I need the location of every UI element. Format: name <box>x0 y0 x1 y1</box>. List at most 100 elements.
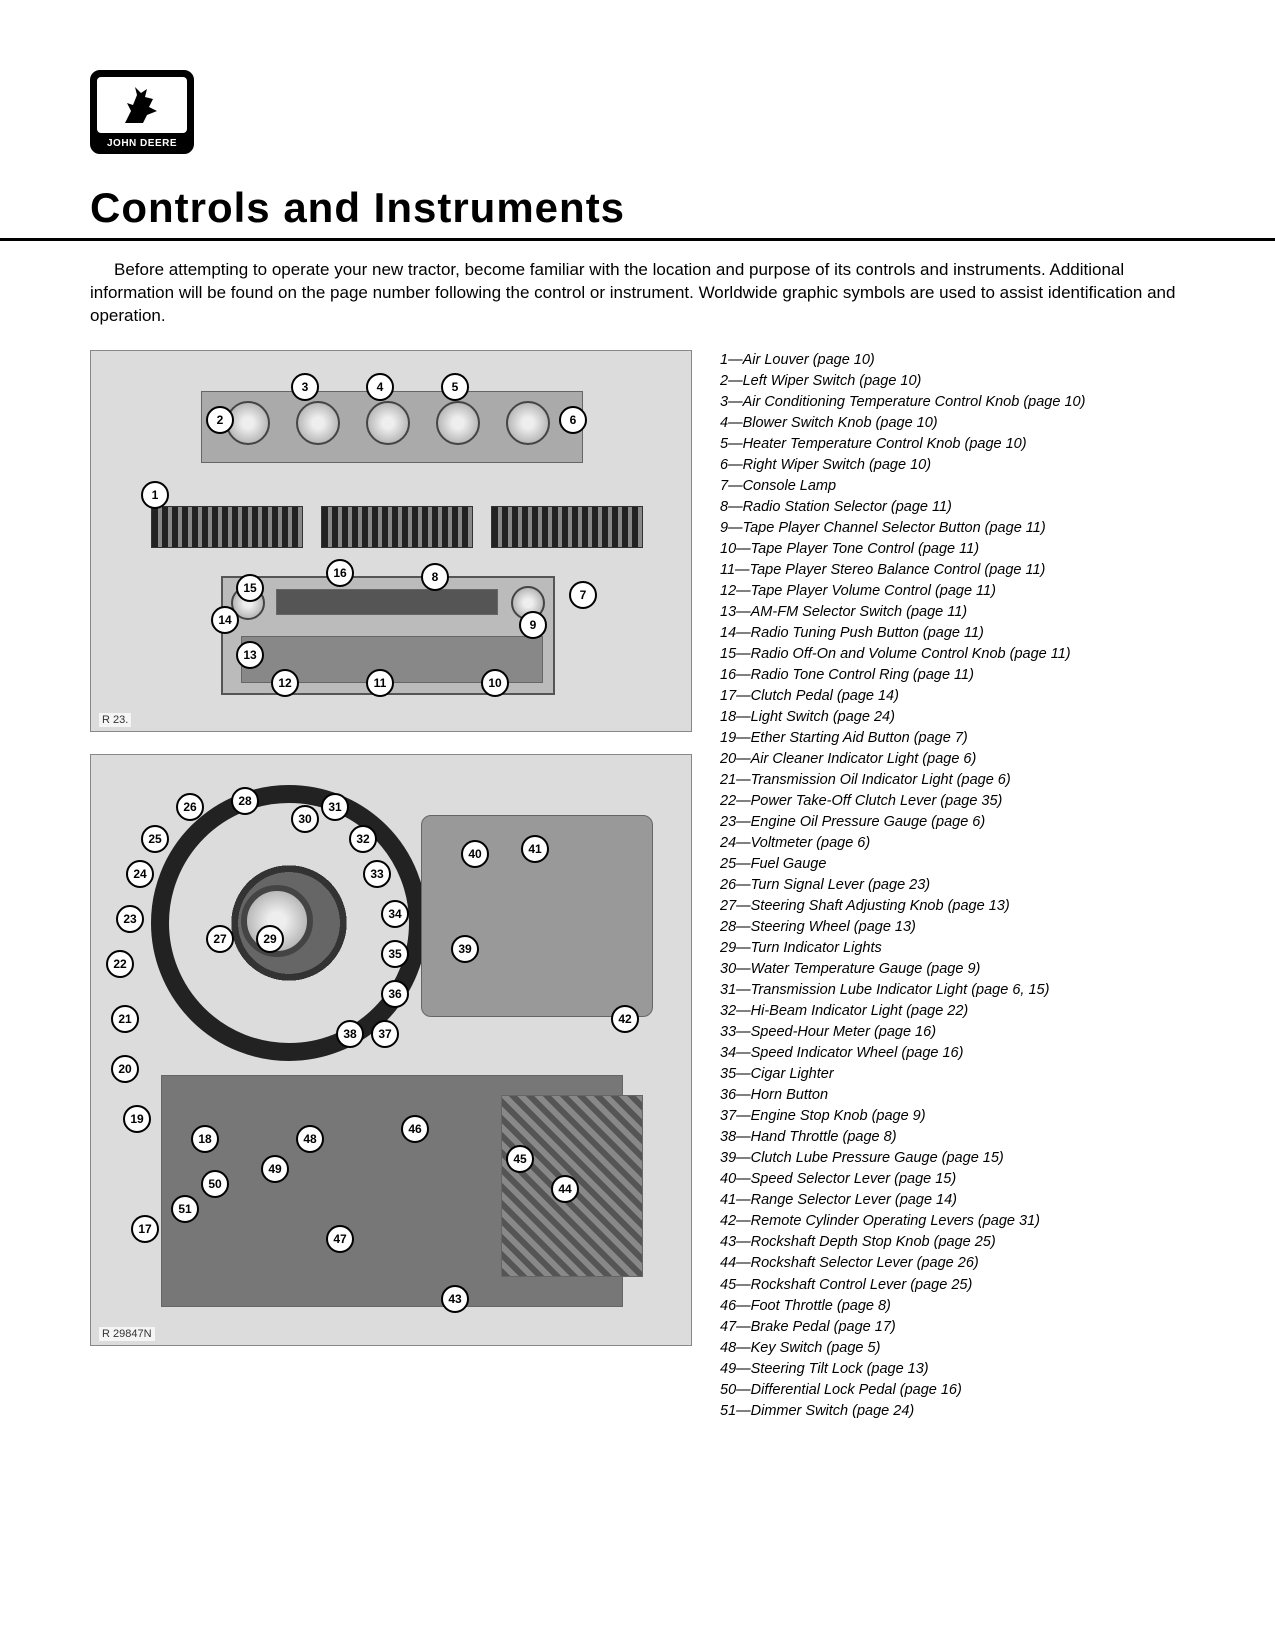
legend-item: 31—Transmission Lube Indicator Light (pa… <box>720 980 1185 1001</box>
intro-paragraph: Before attempting to operate your new tr… <box>90 259 1185 328</box>
legend-text: Blower Switch Knob (page 10) <box>743 415 938 431</box>
legend-number: 7— <box>720 478 743 494</box>
callout-20: 20 <box>111 1055 139 1083</box>
callout-1: 1 <box>141 481 169 509</box>
callout-14: 14 <box>211 606 239 634</box>
legend-number: 33— <box>720 1024 751 1040</box>
legend-text: Engine Stop Knob (page 9) <box>751 1108 926 1124</box>
legend-item: 2—Left Wiper Switch (page 10) <box>720 371 1185 392</box>
legend-item: 19—Ether Starting Aid Button (page 7) <box>720 728 1185 749</box>
legend-text: Key Switch (page 5) <box>751 1340 881 1356</box>
legend-item: 40—Speed Selector Lever (page 15) <box>720 1169 1185 1190</box>
legend-text: Power Take-Off Clutch Lever (page 35) <box>751 793 1003 809</box>
callout-19: 19 <box>123 1105 151 1133</box>
legend-number: 26— <box>720 877 751 893</box>
legend-text: Horn Button <box>751 1087 828 1103</box>
callout-43: 43 <box>441 1285 469 1313</box>
legend-text: Voltmeter (page 6) <box>751 835 871 851</box>
callout-15: 15 <box>236 574 264 602</box>
legend-number: 3— <box>720 394 743 410</box>
legend-text: Rockshaft Depth Stop Knob (page 25) <box>751 1234 996 1250</box>
legend-item: 49—Steering Tilt Lock (page 13) <box>720 1359 1185 1380</box>
callout-42: 42 <box>611 1005 639 1033</box>
legend-item: 5—Heater Temperature Control Knob (page … <box>720 434 1185 455</box>
legend-number: 24— <box>720 835 751 851</box>
callout-40: 40 <box>461 840 489 868</box>
legend-number: 23— <box>720 814 751 830</box>
legend-item: 24—Voltmeter (page 6) <box>720 833 1185 854</box>
legend-text: Tape Player Channel Selector Button (pag… <box>743 520 1046 536</box>
callout-23: 23 <box>116 905 144 933</box>
legend-number: 41— <box>720 1192 751 1208</box>
legend-item: 13—AM-FM Selector Switch (page 11) <box>720 602 1185 623</box>
legend-number: 40— <box>720 1171 751 1187</box>
callout-35: 35 <box>381 940 409 968</box>
legend-number: 36— <box>720 1087 751 1103</box>
figure1-ref: R 23. <box>99 713 131 727</box>
legend-text: Fuel Gauge <box>751 856 827 872</box>
callout-31: 31 <box>321 793 349 821</box>
legend-text: Rockshaft Control Lever (page 25) <box>751 1277 973 1293</box>
callout-16: 16 <box>326 559 354 587</box>
callout-39: 39 <box>451 935 479 963</box>
legend-number: 16— <box>720 667 751 683</box>
legend-text: Radio Station Selector (page 11) <box>743 499 952 515</box>
legend-item: 20—Air Cleaner Indicator Light (page 6) <box>720 749 1185 770</box>
legend-item: 50—Differential Lock Pedal (page 16) <box>720 1380 1185 1401</box>
callout-38: 38 <box>336 1020 364 1048</box>
legend-text: Hi-Beam Indicator Light (page 22) <box>751 1003 969 1019</box>
legend-number: 31— <box>720 982 751 998</box>
legend-item: 23—Engine Oil Pressure Gauge (page 6) <box>720 812 1185 833</box>
legend-number: 2— <box>720 373 743 389</box>
legend-number: 35— <box>720 1066 751 1082</box>
title-rule <box>0 238 1275 241</box>
legend-number: 28— <box>720 919 751 935</box>
legend-number: 50— <box>720 1382 751 1398</box>
legend-number: 44— <box>720 1255 751 1271</box>
legend-item: 36—Horn Button <box>720 1085 1185 1106</box>
legend-item: 37—Engine Stop Knob (page 9) <box>720 1106 1185 1127</box>
legend-number: 4— <box>720 415 743 431</box>
legend-number: 22— <box>720 793 751 809</box>
legend-text: Transmission Lube Indicator Light (page … <box>751 982 1050 998</box>
logo-inner <box>97 77 187 133</box>
legend-item: 27—Steering Shaft Adjusting Knob (page 1… <box>720 896 1185 917</box>
legend-number: 19— <box>720 730 751 746</box>
legend-number: 29— <box>720 940 751 956</box>
callout-21: 21 <box>111 1005 139 1033</box>
legend-number: 49— <box>720 1361 751 1377</box>
legend-item: 22—Power Take-Off Clutch Lever (page 35) <box>720 791 1185 812</box>
callout-7: 7 <box>569 581 597 609</box>
callout-37: 37 <box>371 1020 399 1048</box>
legend-number: 15— <box>720 646 751 662</box>
air-vent <box>491 506 643 548</box>
legend-item: 26—Turn Signal Lever (page 23) <box>720 875 1185 896</box>
knob <box>296 401 340 445</box>
legend-item: 48—Key Switch (page 5) <box>720 1338 1185 1359</box>
legend-number: 5— <box>720 436 743 452</box>
callout-26: 26 <box>176 793 204 821</box>
callout-46: 46 <box>401 1115 429 1143</box>
legend-item: 42—Remote Cylinder Operating Levers (pag… <box>720 1211 1185 1232</box>
callout-33: 33 <box>363 860 391 888</box>
legend-item: 35—Cigar Lighter <box>720 1064 1185 1085</box>
legend-item: 33—Speed-Hour Meter (page 16) <box>720 1022 1185 1043</box>
callout-47: 47 <box>326 1225 354 1253</box>
knob <box>506 401 550 445</box>
legend-text: Cigar Lighter <box>751 1066 834 1082</box>
legend-text: Air Conditioning Temperature Control Kno… <box>743 394 1086 410</box>
callout-18: 18 <box>191 1125 219 1153</box>
legend-number: 8— <box>720 499 743 515</box>
figures-column: 1 2 3 4 5 6 7 8 9 10 11 12 13 14 15 16 R… <box>90 350 692 1422</box>
legend-text: Water Temperature Gauge (page 9) <box>751 961 981 977</box>
legend-item: 18—Light Switch (page 24) <box>720 707 1185 728</box>
callout-48: 48 <box>296 1125 324 1153</box>
legend-text: AM-FM Selector Switch (page 11) <box>751 604 968 620</box>
legend-item: 30—Water Temperature Gauge (page 9) <box>720 959 1185 980</box>
callout-41: 41 <box>521 835 549 863</box>
legend-number: 18— <box>720 709 751 725</box>
legend-number: 42— <box>720 1213 751 1229</box>
callout-12: 12 <box>271 669 299 697</box>
legend-item: 28—Steering Wheel (page 13) <box>720 917 1185 938</box>
legend-item: 32—Hi-Beam Indicator Light (page 22) <box>720 1001 1185 1022</box>
